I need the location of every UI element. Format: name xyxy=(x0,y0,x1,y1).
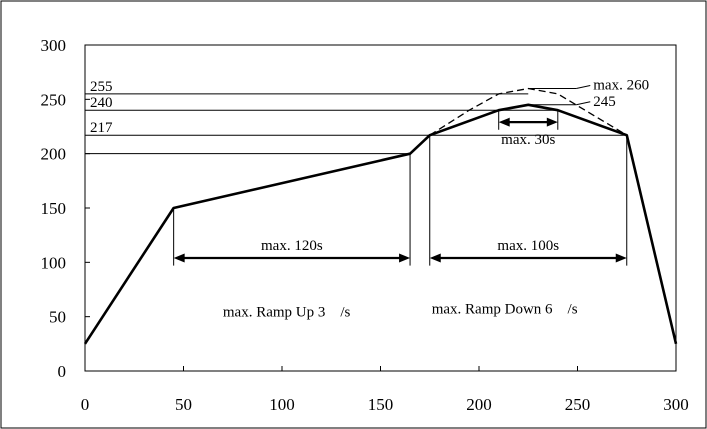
span-arrow-right xyxy=(546,117,558,127)
duration-spans: max. 120s max. 100s max. 30s xyxy=(173,110,628,266)
span-label: max. 100s xyxy=(497,238,559,254)
annotations: max. Ramp Up 3 /s max. Ramp Down 6 /s xyxy=(223,301,578,320)
span-label: max. 30s xyxy=(501,132,555,148)
span-arrow-left xyxy=(429,253,441,263)
x-tick-label: 0 xyxy=(81,395,90,414)
y-tick-label: 0 xyxy=(58,362,67,381)
reference-leader xyxy=(576,84,591,89)
reference-label: max. 260 xyxy=(593,77,649,93)
ramp-annotation: max. Ramp Down 6 /s xyxy=(432,301,578,317)
series-line-upper-limit xyxy=(429,87,628,136)
reference-label: 240 xyxy=(90,95,113,111)
span-arrow-right xyxy=(399,253,411,263)
reference-label: 245 xyxy=(593,94,616,110)
x-tick-label: 300 xyxy=(663,395,689,414)
span-arrow-right xyxy=(615,253,627,263)
reference-leader xyxy=(576,101,591,106)
y-tick-label: 100 xyxy=(41,253,67,272)
x-tick-label: 150 xyxy=(368,395,394,414)
reference-label: 255 xyxy=(90,79,113,95)
x-tick-label: 250 xyxy=(565,395,591,414)
axes: 0 50 100 150 200 250 300 0 50 100 150 200 250 300 xyxy=(41,36,689,414)
y-tick-label: 200 xyxy=(41,145,67,164)
span-arrow-left xyxy=(173,253,185,263)
x-tick-label: 200 xyxy=(466,395,492,414)
x-tick-label: 50 xyxy=(175,395,192,414)
span-label: max. 120s xyxy=(261,238,323,254)
y-tick-label: 150 xyxy=(41,199,67,218)
ramp-annotation: max. Ramp Up 3 /s xyxy=(223,305,351,321)
x-tick-label: 100 xyxy=(269,395,295,414)
y-tick-label: 300 xyxy=(41,36,67,55)
reference-label: 217 xyxy=(90,120,113,136)
y-tick-label: 250 xyxy=(41,90,67,109)
y-tick-label: 50 xyxy=(49,308,66,327)
span-arrow-left xyxy=(498,117,510,127)
